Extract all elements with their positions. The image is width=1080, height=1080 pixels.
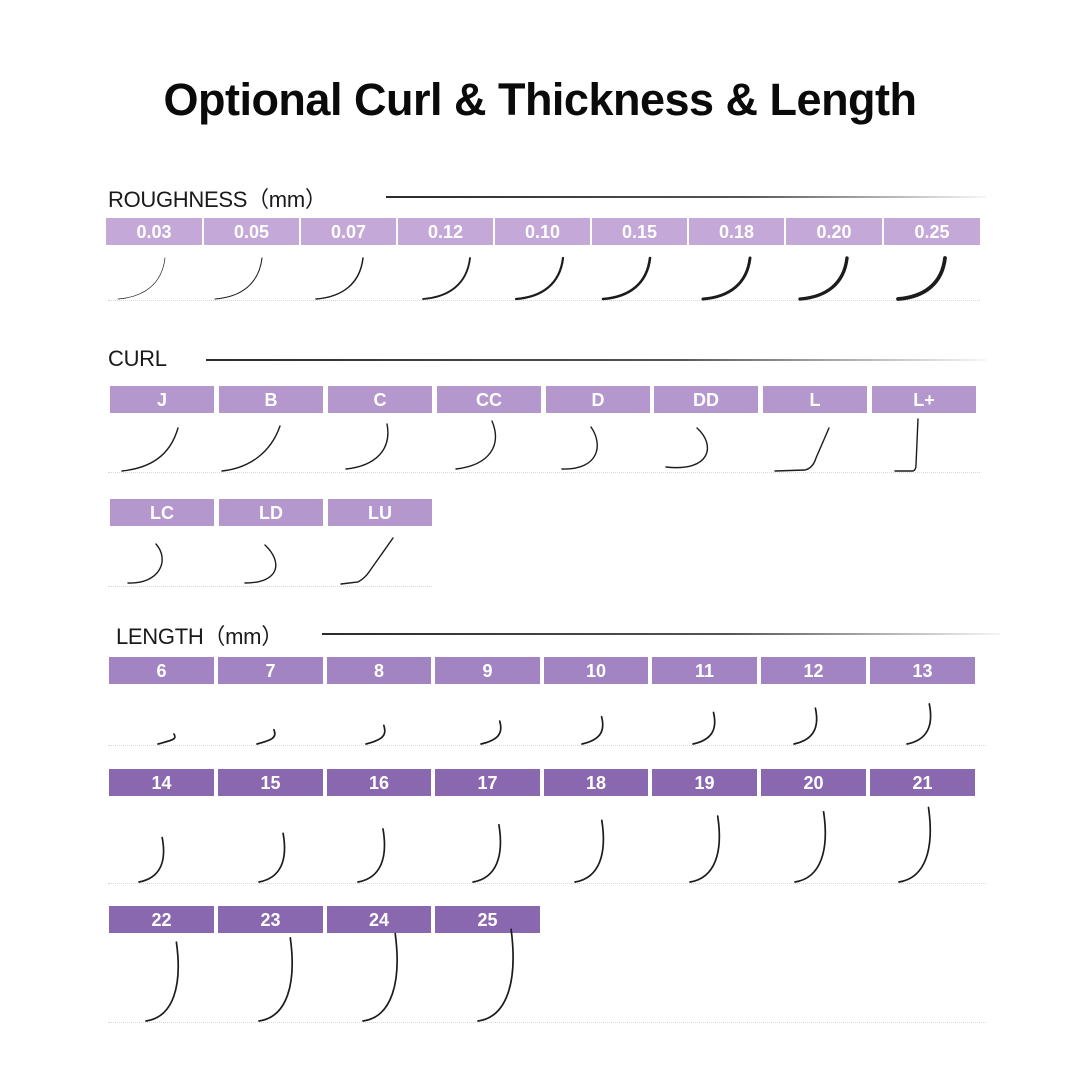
curl-label: LC (110, 499, 214, 526)
lash-icon (362, 932, 398, 1022)
roughness-label: 0.10 (495, 218, 590, 245)
lash-icon (138, 836, 165, 883)
lash-icon (422, 257, 471, 300)
lash-icon (477, 928, 514, 1022)
length-label: 14 (109, 769, 214, 796)
curl-label: B (219, 386, 323, 413)
roughness-heading-text: ROUGHNESS（mm） (108, 187, 327, 212)
length-label: 12 (761, 657, 866, 684)
curl-heading-text: CURL (108, 346, 167, 371)
lash-icon (561, 426, 598, 470)
page-title: Optional Curl & Thickness & Length (163, 74, 917, 125)
lash-icon (581, 715, 604, 745)
lash-icon (574, 819, 605, 883)
lash-icon (157, 733, 176, 745)
lash-icon (117, 257, 166, 300)
length-baseline (108, 883, 986, 884)
curl-heading: CURL (108, 346, 167, 372)
length-baseline (108, 1022, 986, 1023)
lash-icon (345, 423, 389, 470)
roughness-label: 0.25 (884, 218, 980, 245)
roughness-divider (386, 196, 986, 198)
lash-icon (315, 257, 364, 300)
lash-icon (601, 256, 652, 301)
lash-icon (127, 543, 163, 584)
lash-icon (256, 728, 276, 745)
roughness-label: 0.07 (301, 218, 396, 245)
roughness-label: 0.05 (204, 218, 299, 245)
length-label: 11 (652, 657, 757, 684)
length-label: 25 (435, 906, 540, 933)
roughness-label: 0.15 (592, 218, 687, 245)
length-baseline (108, 745, 986, 746)
lash-icon (774, 427, 830, 472)
curl-label: DD (654, 386, 758, 413)
length-label: 10 (544, 657, 648, 684)
length-label: 17 (435, 769, 540, 796)
length-label: 15 (218, 769, 323, 796)
length-label: 16 (327, 769, 431, 796)
curl-label: L (763, 386, 867, 413)
lash-icon (472, 823, 502, 883)
curl-baseline (108, 472, 980, 473)
roughness-baseline (108, 300, 980, 301)
curl-label: L+ (872, 386, 976, 413)
lash-icon (258, 937, 293, 1022)
length-label: 21 (870, 769, 975, 796)
lash-icon (793, 707, 818, 745)
lash-icon (121, 427, 179, 472)
curl-label: CC (437, 386, 541, 413)
roughness-label: 0.03 (106, 218, 202, 245)
length-label: 9 (435, 657, 540, 684)
lash-icon (145, 941, 180, 1022)
length-label: 6 (109, 657, 214, 684)
lash-icon (898, 806, 932, 883)
lash-icon (794, 810, 827, 883)
lash-icon (357, 828, 386, 883)
lash-icon (701, 256, 752, 301)
lash-icon (340, 537, 394, 585)
lash-icon (692, 711, 716, 745)
roughness-label: 0.12 (398, 218, 493, 245)
length-label: 19 (652, 769, 757, 796)
length-divider (322, 633, 1000, 635)
lash-icon (258, 832, 286, 883)
lash-icon (221, 425, 281, 472)
curl-label: C (328, 386, 432, 413)
lash-icon (894, 418, 919, 472)
length-label: 22 (109, 906, 214, 933)
curl-label: D (546, 386, 650, 413)
length-heading: LENGTH（mm） (116, 619, 283, 651)
length-label: 13 (870, 657, 975, 684)
length-label: 24 (327, 906, 431, 933)
curl-divider (206, 359, 986, 361)
lash-icon (214, 257, 263, 300)
roughness-heading: ROUGHNESS（mm） (108, 182, 327, 214)
lash-icon (665, 427, 708, 469)
length-label: 23 (218, 906, 323, 933)
curl-label: LU (328, 499, 432, 526)
lash-icon (896, 256, 947, 301)
lash-icon (798, 256, 849, 301)
lash-icon (480, 720, 502, 745)
lash-icon (455, 420, 497, 470)
curl-label: LD (219, 499, 323, 526)
length-label: 20 (761, 769, 866, 796)
length-label: 7 (218, 657, 323, 684)
lash-icon (906, 703, 932, 745)
length-label: 8 (327, 657, 431, 684)
roughness-label: 0.20 (786, 218, 882, 245)
lash-icon (514, 256, 565, 301)
curl-label: J (110, 386, 214, 413)
length-label: 18 (544, 769, 648, 796)
roughness-label: 0.18 (689, 218, 784, 245)
lash-icon (689, 815, 721, 883)
lash-icon (244, 544, 277, 584)
lash-icon (365, 724, 386, 745)
curl-baseline (108, 586, 432, 587)
length-heading-text: LENGTH（mm） (116, 624, 283, 649)
